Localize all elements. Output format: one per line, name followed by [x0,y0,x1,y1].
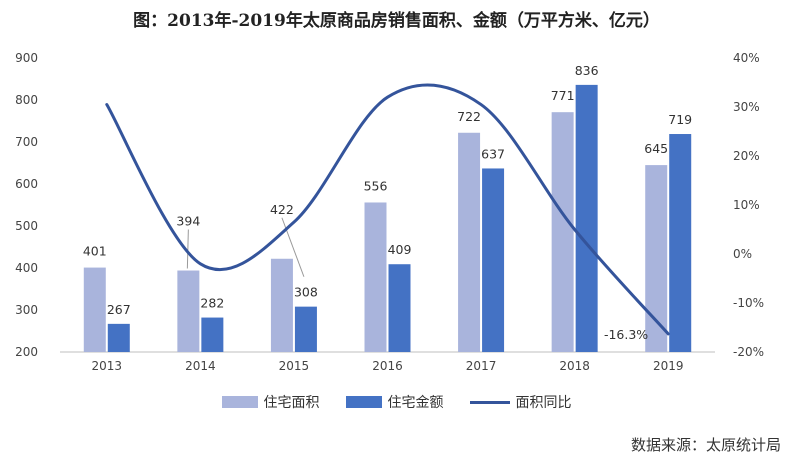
bar-amount [669,134,692,352]
y-right-tick-label: -20% [733,345,764,359]
y-right-tick-label: 10% [733,198,760,212]
data-label-area: 394 [176,214,200,229]
y-left-tick-label: 400 [15,261,38,275]
x-tick-label: 2019 [653,359,684,373]
data-label-amount: 719 [668,112,692,127]
series-line-yoy [105,83,670,336]
y-right-tick-label: 20% [733,149,760,163]
data-label-amount: 836 [575,63,599,78]
bar-area [364,202,387,352]
legend-item-amount: 住宅金额 [345,392,444,412]
y-left-tick-label: 500 [15,219,38,233]
legend-label-area: 住宅面积 [263,395,320,411]
x-tick-label: 2016 [372,359,403,373]
leader-line [281,217,305,277]
y-left-tick-label: 800 [15,93,38,107]
bar-amount [575,84,598,352]
x-tick-label: 2017 [466,359,497,373]
bar-amount [482,168,505,352]
bar-area [458,132,481,352]
data-label-amount: 308 [294,285,318,300]
bar-area [551,112,574,353]
data-label-amount: 409 [388,242,412,257]
data-label-area: 422 [270,202,294,217]
chart-legend: 住宅面积 住宅金额 面积同比 [0,392,793,412]
data-label-area: 722 [457,109,481,124]
bar-amount [107,323,130,352]
y-left-tick-label: 900 [15,51,38,65]
data-label-area: 556 [364,178,388,193]
legend-swatch-amount [345,396,382,408]
y-left-tick-label: 600 [15,177,38,191]
bar-area [645,165,668,352]
y-right-tick-label: 40% [733,51,760,65]
data-label-amount: 282 [200,296,224,311]
bar-amount [294,306,317,352]
y-right-tick-label: 0% [733,247,752,261]
legend-item-yoy: 面积同比 [469,392,572,412]
legend-label-amount: 住宅金额 [387,395,444,411]
y-left-tick-label: 200 [15,345,38,359]
y-left-tick-label: 700 [15,135,38,149]
data-label-amount: 267 [107,302,131,317]
legend-label-yoy: 面积同比 [515,395,572,411]
bar-amount [201,317,224,352]
legend-item-area: 住宅面积 [221,392,320,412]
y-right-tick-label: 30% [733,100,760,114]
bar-area [177,270,200,352]
line-annotation-label: -16.3% [604,327,648,342]
leader-line [186,229,189,269]
bar-area [83,267,106,352]
x-tick-label: 2018 [559,359,590,373]
data-label-area: 771 [551,88,575,103]
x-tick-label: 2014 [185,359,216,373]
y-right-tick-label: -10% [733,296,764,310]
data-source: 数据来源：太原统计局 [630,436,781,454]
y-left-tick-label: 300 [15,303,38,317]
bar-amount [388,264,411,352]
bar-area [270,258,293,352]
x-tick-label: 2013 [92,359,123,373]
data-label-area: 401 [83,244,107,259]
x-tick-label: 2015 [279,359,310,373]
chart-title: 图：2013年-2019年太原商品房销售面积、金额（万平方米、亿元） [133,11,660,31]
legend-swatch-yoy [469,400,510,404]
legend-swatch-area [221,396,258,408]
data-label-amount: 637 [481,146,505,161]
data-label-area: 645 [644,141,668,156]
